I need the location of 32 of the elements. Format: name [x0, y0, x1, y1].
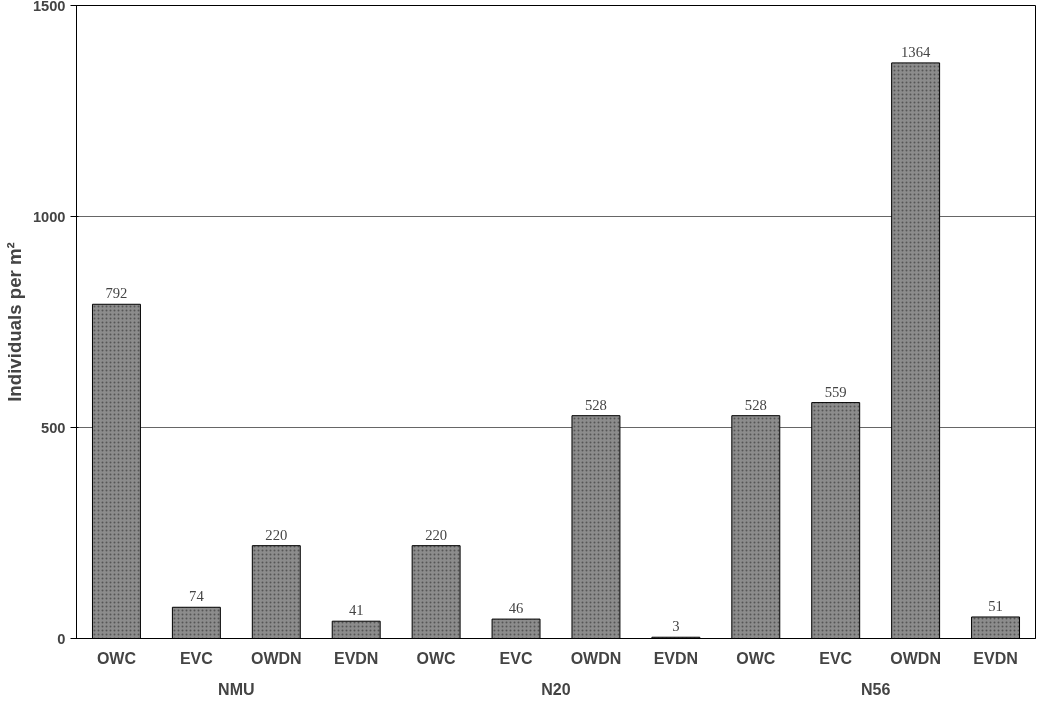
x-tick-label: EVC: [179, 649, 214, 667]
y-tick-label: 500: [41, 419, 66, 436]
x-tick-label: OWDN: [250, 649, 302, 667]
x-tick-label: EVC: [819, 649, 853, 667]
y-tick-label: 1500: [32, 0, 66, 14]
data-label: 1364: [900, 43, 931, 60]
data-label: 46: [508, 600, 524, 617]
text: N20: [541, 680, 571, 698]
text: NMU: [218, 680, 255, 698]
data-label: 3: [672, 618, 680, 635]
data-label: 528: [744, 396, 767, 413]
data-label: 41: [348, 602, 364, 619]
data-label: 559: [824, 383, 847, 400]
data-label: 51: [988, 597, 1003, 614]
x-tick-label: EVDN: [653, 649, 699, 667]
x-tick-label: EVDN: [333, 649, 379, 667]
data-label: 220: [425, 526, 448, 543]
x-tick-label: OWC: [416, 649, 457, 667]
x-tick-label: OWC: [96, 649, 137, 667]
y-axis-title: Individuals per m²: [3, 242, 25, 402]
x-tick-label: EVC: [499, 649, 533, 667]
data-label: 792: [105, 285, 128, 302]
x-tick-label: OWDN: [570, 649, 622, 667]
x-tick-label: EVDN: [973, 649, 1018, 667]
x-tick-label: OWDN: [890, 649, 941, 667]
data-label: 220: [265, 526, 288, 543]
y-tick-label: 1000: [32, 208, 66, 225]
text: N56: [860, 680, 891, 698]
x-tick-label: OWC: [736, 649, 776, 667]
data-label: 528: [584, 396, 607, 413]
y-tick-label: 0: [57, 630, 66, 647]
data-label: 74: [189, 588, 205, 605]
